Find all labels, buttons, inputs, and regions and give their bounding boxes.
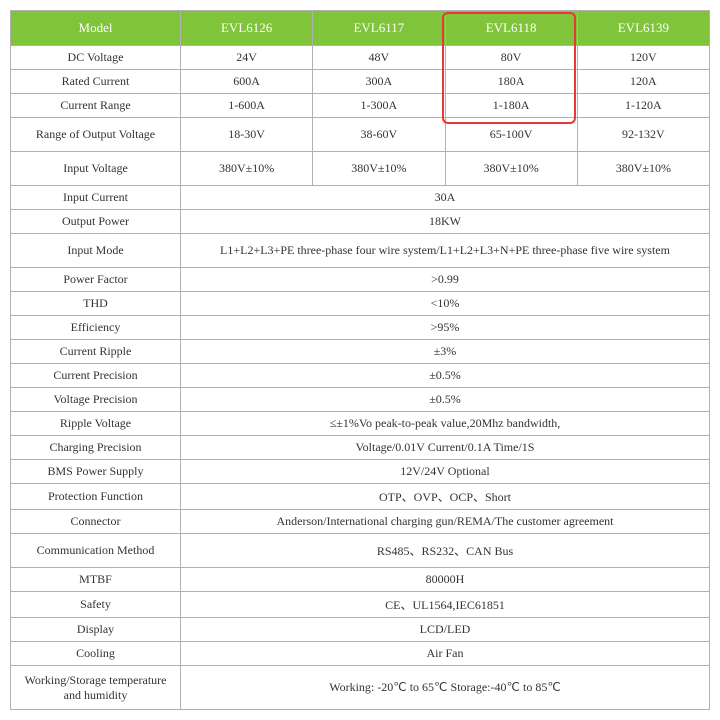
cell-span: Working: -20℃ to 65℃ Storage:-40℃ to 85℃ (181, 666, 710, 710)
header-row: Model EVL6126 EVL6117 EVL6118 EVL6139 (11, 11, 710, 46)
table-row: Protection FunctionOTP、OVP、OCP、Short (11, 484, 710, 510)
row-label: Protection Function (11, 484, 181, 510)
row-label: Connector (11, 510, 181, 534)
cell: 300A (313, 70, 445, 94)
row-label: Efficiency (11, 316, 181, 340)
cell: 380V±10% (577, 152, 709, 186)
cell: 120A (577, 70, 709, 94)
table-row: Input Current30A (11, 186, 710, 210)
row-label: MTBF (11, 568, 181, 592)
row-label: THD (11, 292, 181, 316)
row-label: Input Current (11, 186, 181, 210)
row-label: Working/Storage temperature and humidity (11, 666, 181, 710)
cell-span: ≤±1%Vo peak-to-peak value,20Mhz bandwidt… (181, 412, 710, 436)
table-row: Efficiency>95% (11, 316, 710, 340)
row-label: Current Ripple (11, 340, 181, 364)
table-container: Model EVL6126 EVL6117 EVL6118 EVL6139 DC… (10, 10, 710, 710)
row-label: BMS Power Supply (11, 460, 181, 484)
cell: 600A (181, 70, 313, 94)
model-col-2: EVL6118 (445, 11, 577, 46)
cell: 48V (313, 46, 445, 70)
spec-table: Model EVL6126 EVL6117 EVL6118 EVL6139 DC… (10, 10, 710, 710)
table-row: Current Range1-600A1-300A1-180A1-120A (11, 94, 710, 118)
cell-span: RS485、RS232、CAN Bus (181, 534, 710, 568)
table-row: Input Voltage380V±10%380V±10%380V±10%380… (11, 152, 710, 186)
cell: 92-132V (577, 118, 709, 152)
row-label: Charging Precision (11, 436, 181, 460)
table-row: Current Precision±0.5% (11, 364, 710, 388)
header-label: Model (11, 11, 181, 46)
row-label: Communication Method (11, 534, 181, 568)
row-label: Cooling (11, 642, 181, 666)
table-row: Rated Current600A300A180A120A (11, 70, 710, 94)
table-row: Output Power18KW (11, 210, 710, 234)
cell-span: Voltage/0.01V Current/0.1A Time/1S (181, 436, 710, 460)
cell-span: 80000H (181, 568, 710, 592)
table-row: Ripple Voltage≤±1%Vo peak-to-peak value,… (11, 412, 710, 436)
table-row: ConnectorAnderson/International charging… (11, 510, 710, 534)
cell: 380V±10% (313, 152, 445, 186)
model-col-3: EVL6139 (577, 11, 709, 46)
table-row: Charging PrecisionVoltage/0.01V Current/… (11, 436, 710, 460)
cell-span: >95% (181, 316, 710, 340)
cell-span: ±0.5% (181, 388, 710, 412)
cell: 1-300A (313, 94, 445, 118)
cell: 80V (445, 46, 577, 70)
cell-span: LCD/LED (181, 618, 710, 642)
cell: 1-180A (445, 94, 577, 118)
cell-span: CE、UL1564,IEC61851 (181, 592, 710, 618)
row-label: Power Factor (11, 268, 181, 292)
row-label: Current Precision (11, 364, 181, 388)
cell: 38-60V (313, 118, 445, 152)
cell: 380V±10% (181, 152, 313, 186)
cell: 18-30V (181, 118, 313, 152)
row-label: Input Voltage (11, 152, 181, 186)
cell: 24V (181, 46, 313, 70)
table-row: Range of Output Voltage18-30V38-60V65-10… (11, 118, 710, 152)
row-label: DC Voltage (11, 46, 181, 70)
row-label: Rated Current (11, 70, 181, 94)
row-label: Safety (11, 592, 181, 618)
table-row: Power Factor>0.99 (11, 268, 710, 292)
table-row: Working/Storage temperature and humidity… (11, 666, 710, 710)
cell-span: OTP、OVP、OCP、Short (181, 484, 710, 510)
cell: 1-120A (577, 94, 709, 118)
table-row: Voltage Precision±0.5% (11, 388, 710, 412)
row-label: Voltage Precision (11, 388, 181, 412)
cell-span: ±0.5% (181, 364, 710, 388)
cell: 120V (577, 46, 709, 70)
cell-span: Air Fan (181, 642, 710, 666)
model-col-0: EVL6126 (181, 11, 313, 46)
cell-span: <10% (181, 292, 710, 316)
cell-span: ±3% (181, 340, 710, 364)
table-row: SafetyCE、UL1564,IEC61851 (11, 592, 710, 618)
cell-span: 18KW (181, 210, 710, 234)
cell: 380V±10% (445, 152, 577, 186)
table-row: MTBF80000H (11, 568, 710, 592)
row-label: Ripple Voltage (11, 412, 181, 436)
table-row: BMS Power Supply12V/24V Optional (11, 460, 710, 484)
cell: 180A (445, 70, 577, 94)
cell-span: 12V/24V Optional (181, 460, 710, 484)
table-row: Communication MethodRS485、RS232、CAN Bus (11, 534, 710, 568)
table-row: THD<10% (11, 292, 710, 316)
table-row: DC Voltage24V48V80V120V (11, 46, 710, 70)
table-row: Current Ripple±3% (11, 340, 710, 364)
cell: 1-600A (181, 94, 313, 118)
row-label: Output Power (11, 210, 181, 234)
row-label: Display (11, 618, 181, 642)
row-label: Current Range (11, 94, 181, 118)
cell-span: Anderson/International charging gun/REMA… (181, 510, 710, 534)
cell-span: >0.99 (181, 268, 710, 292)
row-label: Range of Output Voltage (11, 118, 181, 152)
cell: 65-100V (445, 118, 577, 152)
table-row: CoolingAir Fan (11, 642, 710, 666)
model-col-1: EVL6117 (313, 11, 445, 46)
table-row: Input ModeL1+L2+L3+PE three-phase four w… (11, 234, 710, 268)
table-row: DisplayLCD/LED (11, 618, 710, 642)
cell-span: L1+L2+L3+PE three-phase four wire system… (181, 234, 710, 268)
row-label: Input Mode (11, 234, 181, 268)
cell-span: 30A (181, 186, 710, 210)
